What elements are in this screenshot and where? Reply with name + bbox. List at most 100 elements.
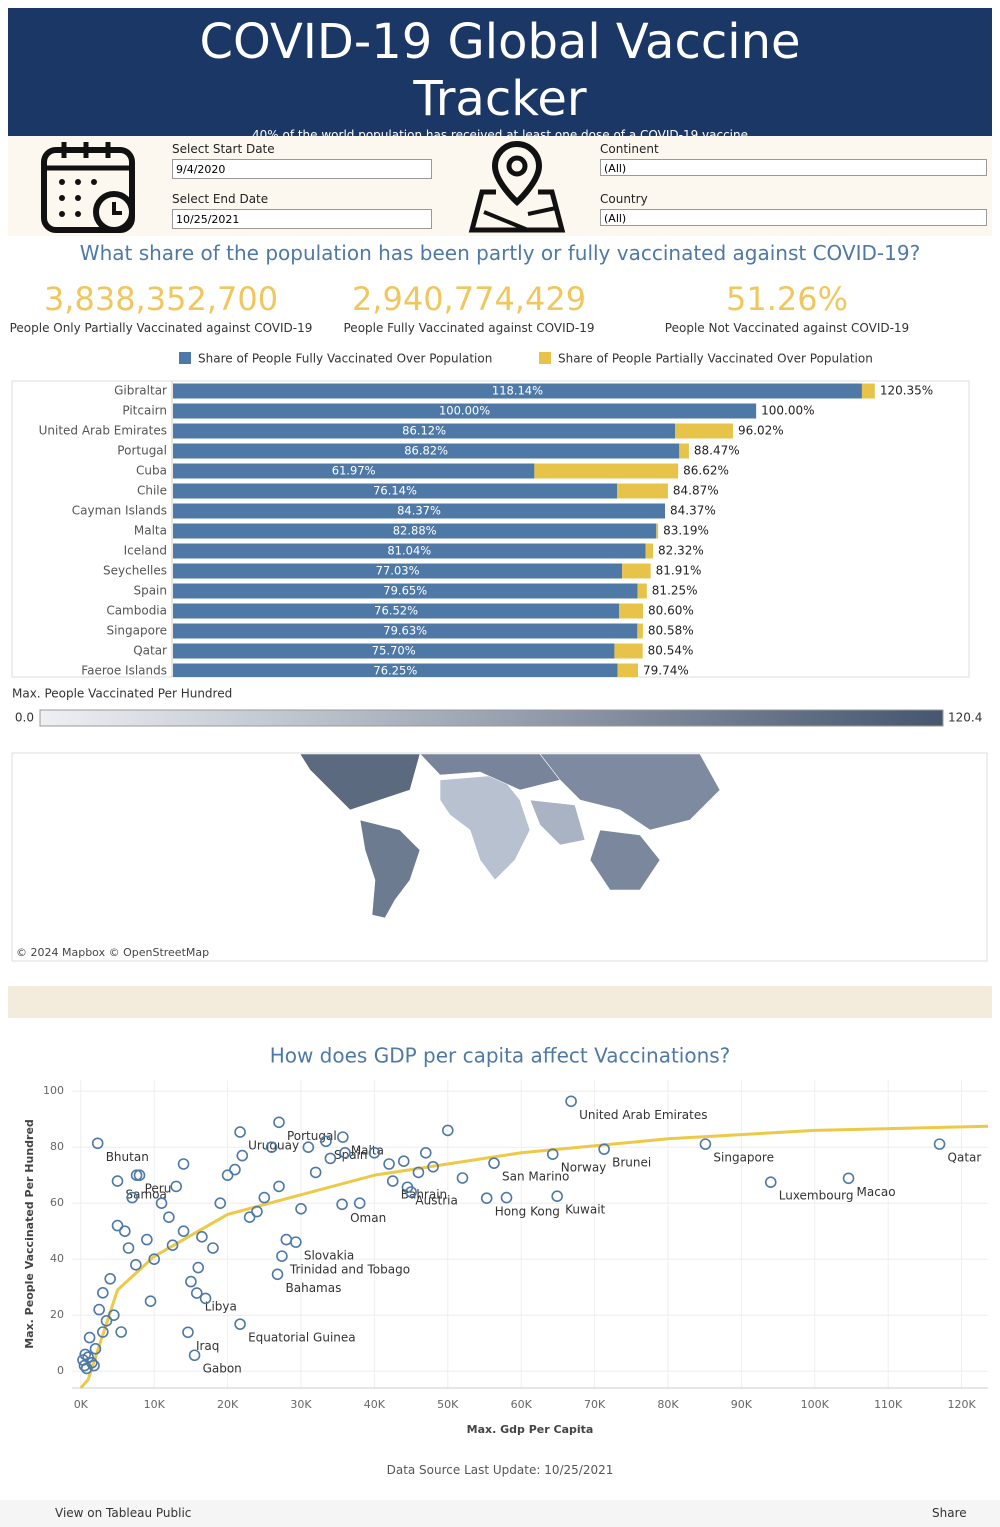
point [699,1138,712,1150]
point [565,1095,577,1108]
bar-value-label: 77.03% [376,564,420,578]
point [353,1197,366,1209]
point-label: Libya [205,1300,237,1314]
point [234,1318,246,1330]
y-tick-label: 20 [50,1308,64,1321]
point [93,1303,105,1316]
bar-value-label: 82.88% [393,524,437,538]
category-label: Faeroe Islands [81,664,167,678]
kpi-label: People Not Vaccinated against COVID-19 [664,321,910,335]
continent-dropdown[interactable]: (All) [600,159,987,176]
bar-segment [617,663,639,677]
legend-label: Share of People Partially Vaccinated Ove… [558,352,873,366]
bar-value-label: 61.97% [332,464,376,478]
continent-label: Continent [600,142,659,156]
point [234,1126,246,1138]
category-label: Malta [134,524,167,538]
map-pin-icon [468,140,566,233]
toolbar [0,1500,1000,1527]
bar-area: Gibraltar 118.14% 120.35% Pitcairn 100.00% 10… [39,383,933,678]
category-label: Seychelles [103,564,167,578]
legend-swatch [539,352,551,364]
map-shapes [299,753,721,919]
x-tick-label: 110K [874,1398,903,1411]
point [842,1172,855,1185]
point-label: Macao [857,1185,896,1199]
point [190,1287,203,1299]
share-label[interactable]: Share [932,1506,967,1520]
start-date-input[interactable]: 9/4/2020 [172,159,432,179]
point [386,1175,399,1187]
bar-segment [173,623,638,639]
point [79,1348,92,1361]
end-date-label: Select End Date [172,192,269,206]
point [130,1259,142,1271]
divider-band [8,986,992,1018]
kpi-value: 2,940,774,429 [351,280,587,318]
kpi-value: 3,838,352,700 [43,280,279,318]
y-tick-label: 40 [50,1252,64,1265]
bar-value-label: 75.70% [372,644,416,658]
point [115,1326,127,1338]
point-label: Spain [334,1148,368,1162]
category-label: Spain [133,584,167,598]
point [324,1152,337,1165]
country-dropdown[interactable]: (All) [600,209,987,226]
category-label: Cayman Islands [72,504,167,518]
kpi-label: People Fully Vaccinated against COVID-19 [343,321,595,335]
bar-segment [173,543,646,559]
category-label: Iceland [124,544,167,558]
legend-title: Max. People Vaccinated Per Hundred [12,687,232,701]
point-label: Slovakia [304,1249,354,1263]
total-label: 86.62% [683,464,729,478]
point-label: Bahrain [401,1188,447,1202]
map-attribution: © 2024 Mapbox © OpenStreetMap [16,946,209,959]
category-label: Cuba [136,464,167,478]
bar-segment [534,463,679,479]
point-label: Austria [415,1194,457,1208]
point-label: Norway [561,1161,607,1175]
bar-segment [675,423,733,439]
total-label: 96.02% [738,424,784,438]
point [207,1242,219,1254]
y-axis-label: Max. People Vaccinated Per Hundred [23,1119,36,1349]
bar-segment [173,483,618,499]
point [598,1143,610,1155]
category-label: Gibraltar [114,384,167,398]
point [126,1191,138,1204]
point [177,1158,190,1170]
bar-segment [637,583,647,599]
view-on-tableau-link[interactable]: View on Tableau Public [55,1506,192,1520]
total-label: 83.19% [663,524,709,538]
bar-value-label: 79.65% [383,584,427,598]
point [480,1192,493,1204]
y-tick-label: 80 [50,1140,64,1153]
end-date-input[interactable]: 10/25/2021 [172,209,432,229]
point [144,1295,157,1307]
category-label: Pitcairn [122,404,167,418]
point [111,1175,124,1187]
y-tick-label: 0 [57,1364,64,1377]
point [196,1231,208,1243]
point [337,1131,349,1143]
point-label: San Marino [502,1170,569,1184]
total-label: 80.54% [648,644,694,658]
start-date-label: Select Start Date [172,142,275,156]
point [419,1147,432,1159]
point [119,1225,131,1237]
point [427,1161,439,1173]
bar-value-label: 86.82% [404,444,448,458]
point [339,1147,351,1159]
point [122,1242,135,1254]
point [383,1158,395,1170]
bar-value-label: 76.52% [374,604,418,618]
footer: Data Source Last Update: 10/25/2021 [386,1463,614,1477]
total-label: 80.58% [648,624,694,638]
section-title: What share of the population has been pa… [79,241,921,265]
point [89,1343,102,1355]
bar-segment [656,523,659,539]
point-label: Singapore [713,1151,774,1165]
point-label: Bhutan [106,1150,149,1164]
calendar-icon [41,142,135,233]
